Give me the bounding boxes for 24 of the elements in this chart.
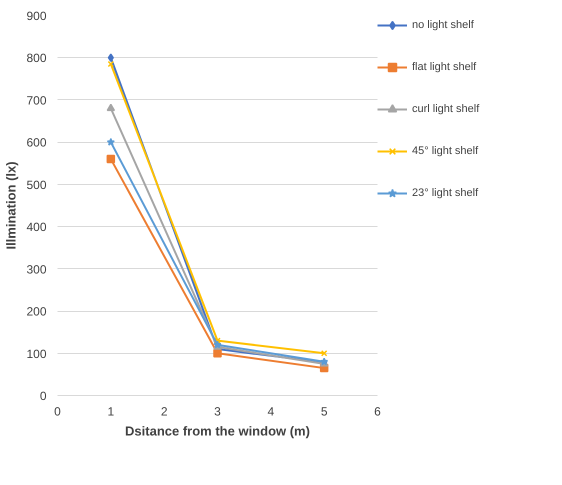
legend-label: 45° light shelf: [412, 145, 478, 157]
x-tick-label: 3: [214, 404, 222, 418]
y-tick-label: 200: [26, 304, 47, 319]
y-tick-label: 0: [40, 389, 47, 403]
x-tick-label: 0: [54, 404, 62, 418]
x-tick-label: 6: [374, 404, 382, 418]
legend-label: 23° light shelf: [412, 187, 478, 199]
y-tick-label: 800: [26, 51, 47, 66]
x-axis-title: Dsitance from the window (m): [125, 424, 310, 438]
y-tick-label: 100: [26, 346, 47, 361]
y-tick-label: 400: [26, 220, 47, 234]
y-axis-title: Illmination (lx): [3, 161, 18, 250]
legend-label: curl light shelf: [412, 103, 480, 115]
y-tick-label: 600: [26, 136, 47, 150]
y-tick-label: 500: [26, 178, 47, 192]
x-tick-label: 1: [107, 404, 114, 418]
y-tick-label: 300: [26, 262, 47, 276]
x-tick-label: 5: [320, 404, 328, 418]
x-tick-label: 4: [267, 404, 274, 418]
y-tick-label: 900: [26, 9, 47, 23]
legend-label: no light shelf: [412, 19, 474, 31]
legend-label: flat light shelf: [412, 61, 476, 73]
x-tick-label: 2: [160, 404, 168, 418]
y-tick-label: 700: [26, 93, 47, 108]
